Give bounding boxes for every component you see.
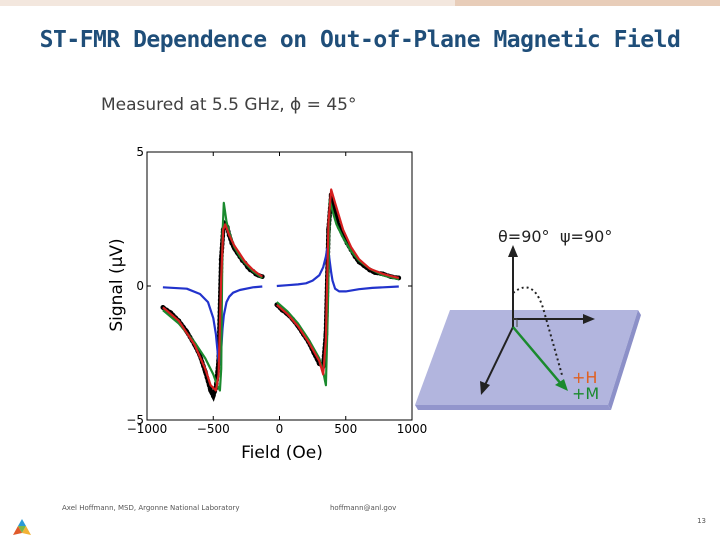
x-tick-label: 0 bbox=[276, 422, 284, 436]
x-arrow-head bbox=[480, 381, 490, 395]
theta-label: θ=90° bbox=[498, 227, 550, 246]
top-bar-accent bbox=[455, 0, 720, 6]
theta-arc bbox=[512, 286, 563, 376]
h-arrow-head bbox=[555, 379, 568, 391]
footer-author: Axel Hoffmann, MSD, Argonne National Lab… bbox=[62, 504, 240, 512]
page-number: 13 bbox=[697, 517, 706, 525]
y-axis-label: Signal (μV) bbox=[107, 238, 127, 331]
fit-line-negative bbox=[162, 223, 263, 392]
x-axis-label: Field (Oe) bbox=[241, 443, 323, 463]
argonne-logo bbox=[13, 519, 31, 535]
sample-plane-edge bbox=[608, 310, 641, 410]
sample-plane-front bbox=[415, 405, 611, 410]
data-point bbox=[210, 393, 216, 399]
x-tick-label: −500 bbox=[197, 422, 230, 436]
y-tick-label: 5 bbox=[136, 145, 144, 159]
y-arrow-head bbox=[583, 314, 595, 324]
y-tick-label: 0 bbox=[136, 279, 144, 293]
y-tick-label: −5 bbox=[126, 413, 144, 427]
z-arrow-head bbox=[508, 245, 518, 257]
m-label: +M bbox=[572, 384, 599, 403]
x-tick-label: 1000 bbox=[397, 422, 428, 436]
data-point bbox=[208, 388, 213, 393]
x-axis-arrow bbox=[484, 326, 514, 386]
slide-title: ST-FMR Dependence on Out-of-Plane Magnet… bbox=[39, 27, 681, 53]
h-vector bbox=[512, 326, 563, 386]
psi-label: ψ=90° bbox=[560, 227, 612, 246]
geometry-diagram: θ=90° ψ=90° +H +M bbox=[415, 227, 641, 410]
fit-line-positive bbox=[276, 188, 400, 376]
slide-subtitle: Measured at 5.5 GHz, ϕ = 45° bbox=[101, 95, 357, 115]
x-tick-label: −1000 bbox=[127, 422, 168, 436]
plot-area: −1000 −500 0 500 1000 5 0 −5 bbox=[126, 145, 427, 436]
fmr-chart: −1000 −500 0 500 1000 5 0 −5 Field (Oe) Signal … bbox=[107, 145, 427, 463]
sample-plane bbox=[415, 310, 638, 405]
x-tick-label: 500 bbox=[334, 422, 357, 436]
footer-email: hoffmann@anl.gov bbox=[330, 504, 397, 512]
h-label: +H bbox=[572, 368, 597, 387]
top-bar bbox=[0, 0, 720, 6]
